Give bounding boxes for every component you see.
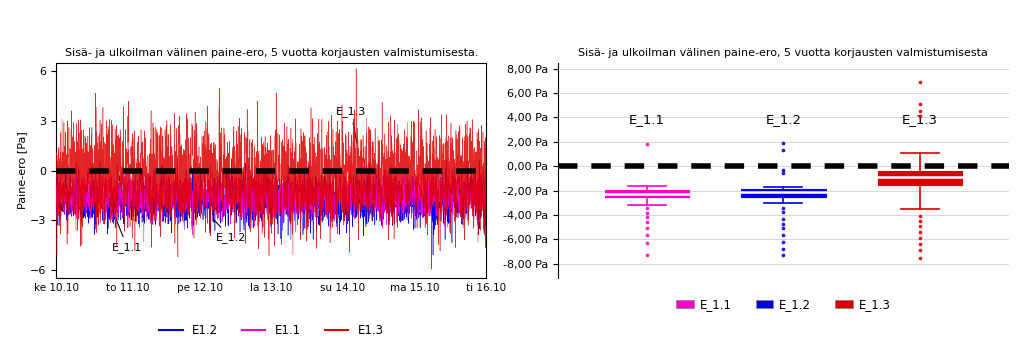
- Point: [775, 148, 792, 153]
- Text: E_1.1: E_1.1: [629, 113, 665, 126]
- Point: [775, 246, 792, 252]
- Text: E_1.3: E_1.3: [902, 113, 938, 126]
- Point: [775, 209, 792, 215]
- Point: [911, 113, 928, 119]
- Point: [911, 218, 928, 224]
- Title: Sisä- ja ulkoilman välinen paine-ero, 5 vuotta korjausten valmistumisesta: Sisä- ja ulkoilman välinen paine-ero, 5 …: [579, 48, 988, 58]
- Point: [911, 213, 928, 219]
- Point: [775, 221, 792, 226]
- Y-axis label: Paine-ero [Pa]: Paine-ero [Pa]: [17, 132, 28, 209]
- Point: [639, 232, 655, 237]
- Point: [775, 140, 792, 146]
- Text: E_1.3: E_1.3: [336, 106, 367, 143]
- Point: [639, 215, 655, 220]
- Text: E_1.1: E_1.1: [109, 201, 142, 253]
- Point: [911, 101, 928, 107]
- Point: [775, 232, 792, 237]
- Point: [911, 255, 928, 260]
- Point: [911, 79, 928, 85]
- Point: [639, 205, 655, 211]
- Point: [911, 223, 928, 229]
- Point: [639, 252, 655, 258]
- Point: [775, 170, 792, 176]
- Point: [775, 239, 792, 245]
- Title: Sisä- ja ulkoilman välinen paine-ero, 5 vuotta korjausten valmistumisesta.: Sisä- ja ulkoilman välinen paine-ero, 5 …: [65, 48, 478, 58]
- Point: [639, 240, 655, 246]
- Bar: [878, 171, 963, 184]
- Point: [775, 252, 792, 258]
- Point: [911, 229, 928, 235]
- Bar: [741, 189, 825, 197]
- Legend: E1.2, E1.1, E1.3: E1.2, E1.1, E1.3: [155, 319, 388, 341]
- Point: [911, 247, 928, 253]
- Point: [639, 210, 655, 215]
- Point: [911, 241, 928, 246]
- Point: [639, 225, 655, 231]
- Point: [775, 226, 792, 231]
- Point: [775, 167, 792, 173]
- Point: [775, 205, 792, 211]
- Bar: [604, 190, 689, 197]
- Point: [775, 216, 792, 221]
- Point: [639, 220, 655, 225]
- Text: E_1.2: E_1.2: [765, 113, 802, 126]
- Point: [911, 109, 928, 114]
- Point: [639, 141, 655, 147]
- Point: [911, 235, 928, 240]
- Legend: E_1.1, E_1.2, E_1.3: E_1.1, E_1.2, E_1.3: [672, 293, 895, 316]
- Text: E_1.2: E_1.2: [213, 219, 246, 243]
